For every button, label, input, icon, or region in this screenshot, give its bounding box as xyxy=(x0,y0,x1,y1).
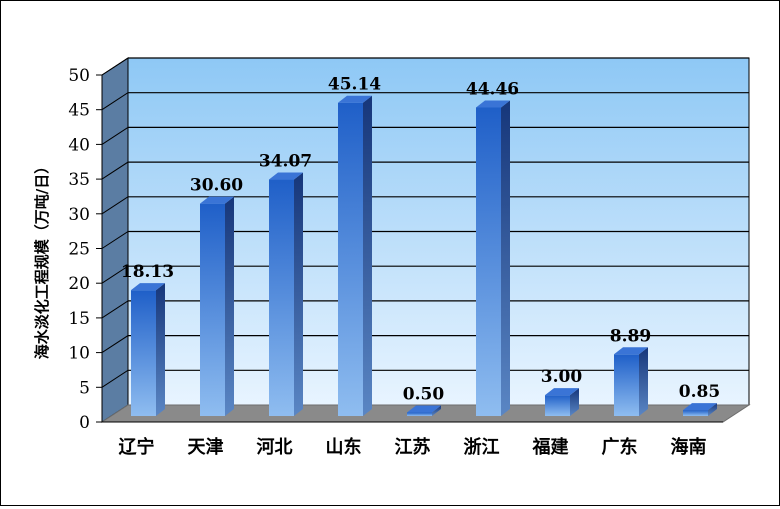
y-tick-label: 50 xyxy=(68,66,90,86)
bar-top xyxy=(269,172,303,180)
gridline-side xyxy=(101,161,129,180)
y-tick-label: 5 xyxy=(79,378,90,398)
bar xyxy=(407,412,432,416)
gridline-side xyxy=(101,335,129,354)
bar-top xyxy=(131,283,165,291)
bar-side xyxy=(708,403,717,416)
bar-side xyxy=(570,388,579,416)
bar-top xyxy=(338,95,372,103)
y-tick-label: 35 xyxy=(68,170,90,190)
y-tick-label: 30 xyxy=(68,205,90,225)
y-tick-label: 20 xyxy=(68,274,90,294)
data-label: 8.89 xyxy=(610,326,651,346)
y-tick-label: 10 xyxy=(68,344,90,364)
gridline-side xyxy=(101,369,129,388)
gridline-side xyxy=(101,126,129,145)
bar xyxy=(614,354,639,416)
bar-top xyxy=(545,388,579,396)
bar xyxy=(131,290,156,416)
bar xyxy=(269,179,294,416)
bar xyxy=(545,395,570,416)
bar-side xyxy=(225,196,234,416)
gridline-side xyxy=(101,300,129,319)
data-label: 3.00 xyxy=(541,367,583,387)
data-label: 18.13 xyxy=(121,262,174,282)
bar-top xyxy=(407,405,441,413)
bar-side xyxy=(501,100,510,416)
x-tick-label: 江苏 xyxy=(395,436,431,458)
bar-top xyxy=(200,196,234,204)
gridline-side xyxy=(101,92,129,111)
x-tick-label: 山东 xyxy=(326,436,362,458)
gridline-side xyxy=(101,265,129,284)
x-tick-label: 福建 xyxy=(532,436,569,458)
bar-side xyxy=(363,95,372,417)
x-tick-label: 河北 xyxy=(257,437,293,458)
y-tick-label: 0 xyxy=(79,413,90,433)
x-tick-label: 辽宁 xyxy=(119,436,155,458)
plot-back-wall xyxy=(100,57,751,423)
data-label: 34.07 xyxy=(259,152,312,172)
data-label: 0.85 xyxy=(679,382,720,402)
y-tick-label: 25 xyxy=(68,240,90,260)
bar xyxy=(200,203,225,416)
x-tick-label: 海南 xyxy=(671,436,707,458)
x-tick-label: 广东 xyxy=(602,436,638,458)
data-label: 30.60 xyxy=(190,176,243,196)
y-tick-label: 15 xyxy=(68,309,90,329)
data-label: 45.14 xyxy=(328,75,381,95)
bar-side xyxy=(156,283,165,416)
bar-top xyxy=(614,347,648,355)
gridline-side xyxy=(101,196,129,215)
bar xyxy=(683,410,708,416)
bar xyxy=(338,102,363,417)
bar-top xyxy=(683,403,717,411)
bar-top xyxy=(476,100,510,108)
bars xyxy=(131,95,717,417)
data-label: 44.46 xyxy=(466,79,519,99)
y-tick-label: 40 xyxy=(68,135,90,155)
gridline-side xyxy=(101,57,129,76)
x-tick-label: 天津 xyxy=(188,436,224,458)
y-axis-label: 海水淡化工程规模（万吨/日） xyxy=(33,159,51,359)
x-tick-label: 浙江 xyxy=(464,436,500,458)
gridline-side xyxy=(101,231,129,249)
bar xyxy=(476,107,501,416)
bar-side xyxy=(294,172,303,416)
bar-side xyxy=(432,405,441,416)
data-label: 0.50 xyxy=(403,385,445,405)
data-labels: 18.13 30.60 34.07 45.14 0.50 44.46 3.00 8.89 0.8… xyxy=(121,75,720,405)
y-tick-label: 45 xyxy=(68,101,90,121)
bar-side xyxy=(639,347,648,416)
axes: 0 5 10 15 20 25 30 35 40 45 50 辽宁 天津 河北 山东 江苏 浙江 福建 广东 海南 xyxy=(68,66,723,458)
